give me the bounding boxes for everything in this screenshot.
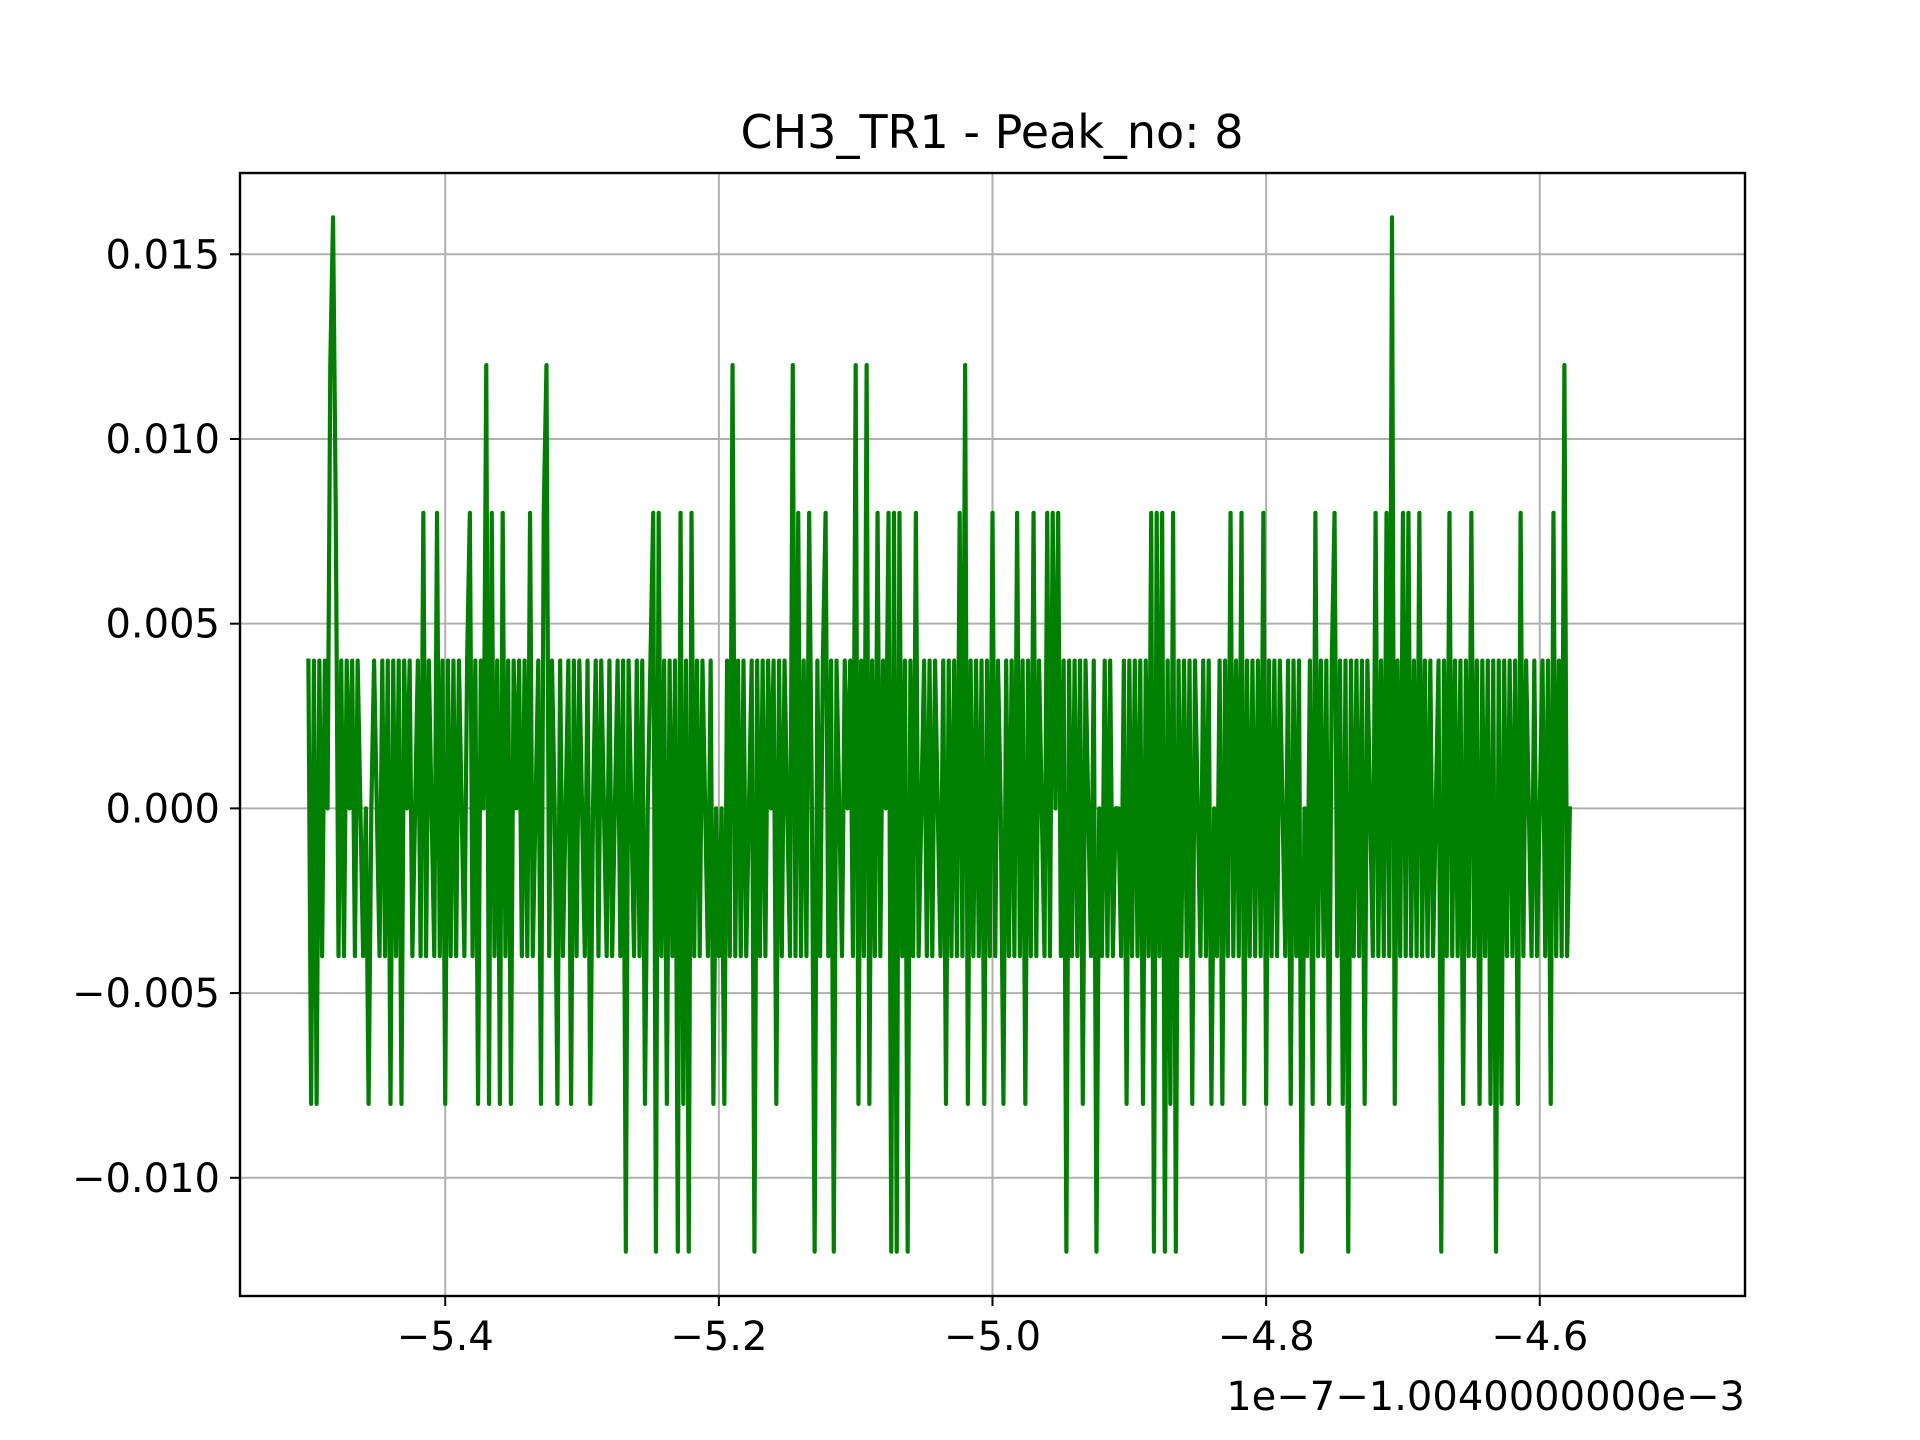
x-axis-offset-text: 1e−7−1.0040000000e−3 [1226, 1374, 1745, 1420]
y-tick-label: −0.005 [72, 971, 220, 1017]
y-tick-label: 0.005 [105, 602, 220, 648]
y-tick-label: 0.015 [105, 232, 220, 278]
series-line [306, 215, 1573, 1254]
y-axis: −0.010 −0.005 0.000 0.005 0.010 0.015 [72, 232, 240, 1202]
plot-content [306, 215, 1573, 1254]
x-tick-label: −5.2 [670, 1314, 767, 1360]
x-tick-label: −5.4 [397, 1314, 494, 1360]
chart-title: CH3_TR1 - Peak_no: 8 [740, 105, 1243, 159]
y-tick-label: 0.000 [105, 786, 220, 832]
x-tick-label: −4.6 [1491, 1314, 1588, 1360]
x-axis: −5.4 −5.2 −5.0 −4.8 −4.6 [397, 1296, 1588, 1360]
y-tick-label: −0.010 [72, 1156, 220, 1202]
y-tick-label: 0.010 [105, 417, 220, 463]
x-tick-label: −4.8 [1218, 1314, 1315, 1360]
x-tick-label: −5.0 [944, 1314, 1041, 1360]
